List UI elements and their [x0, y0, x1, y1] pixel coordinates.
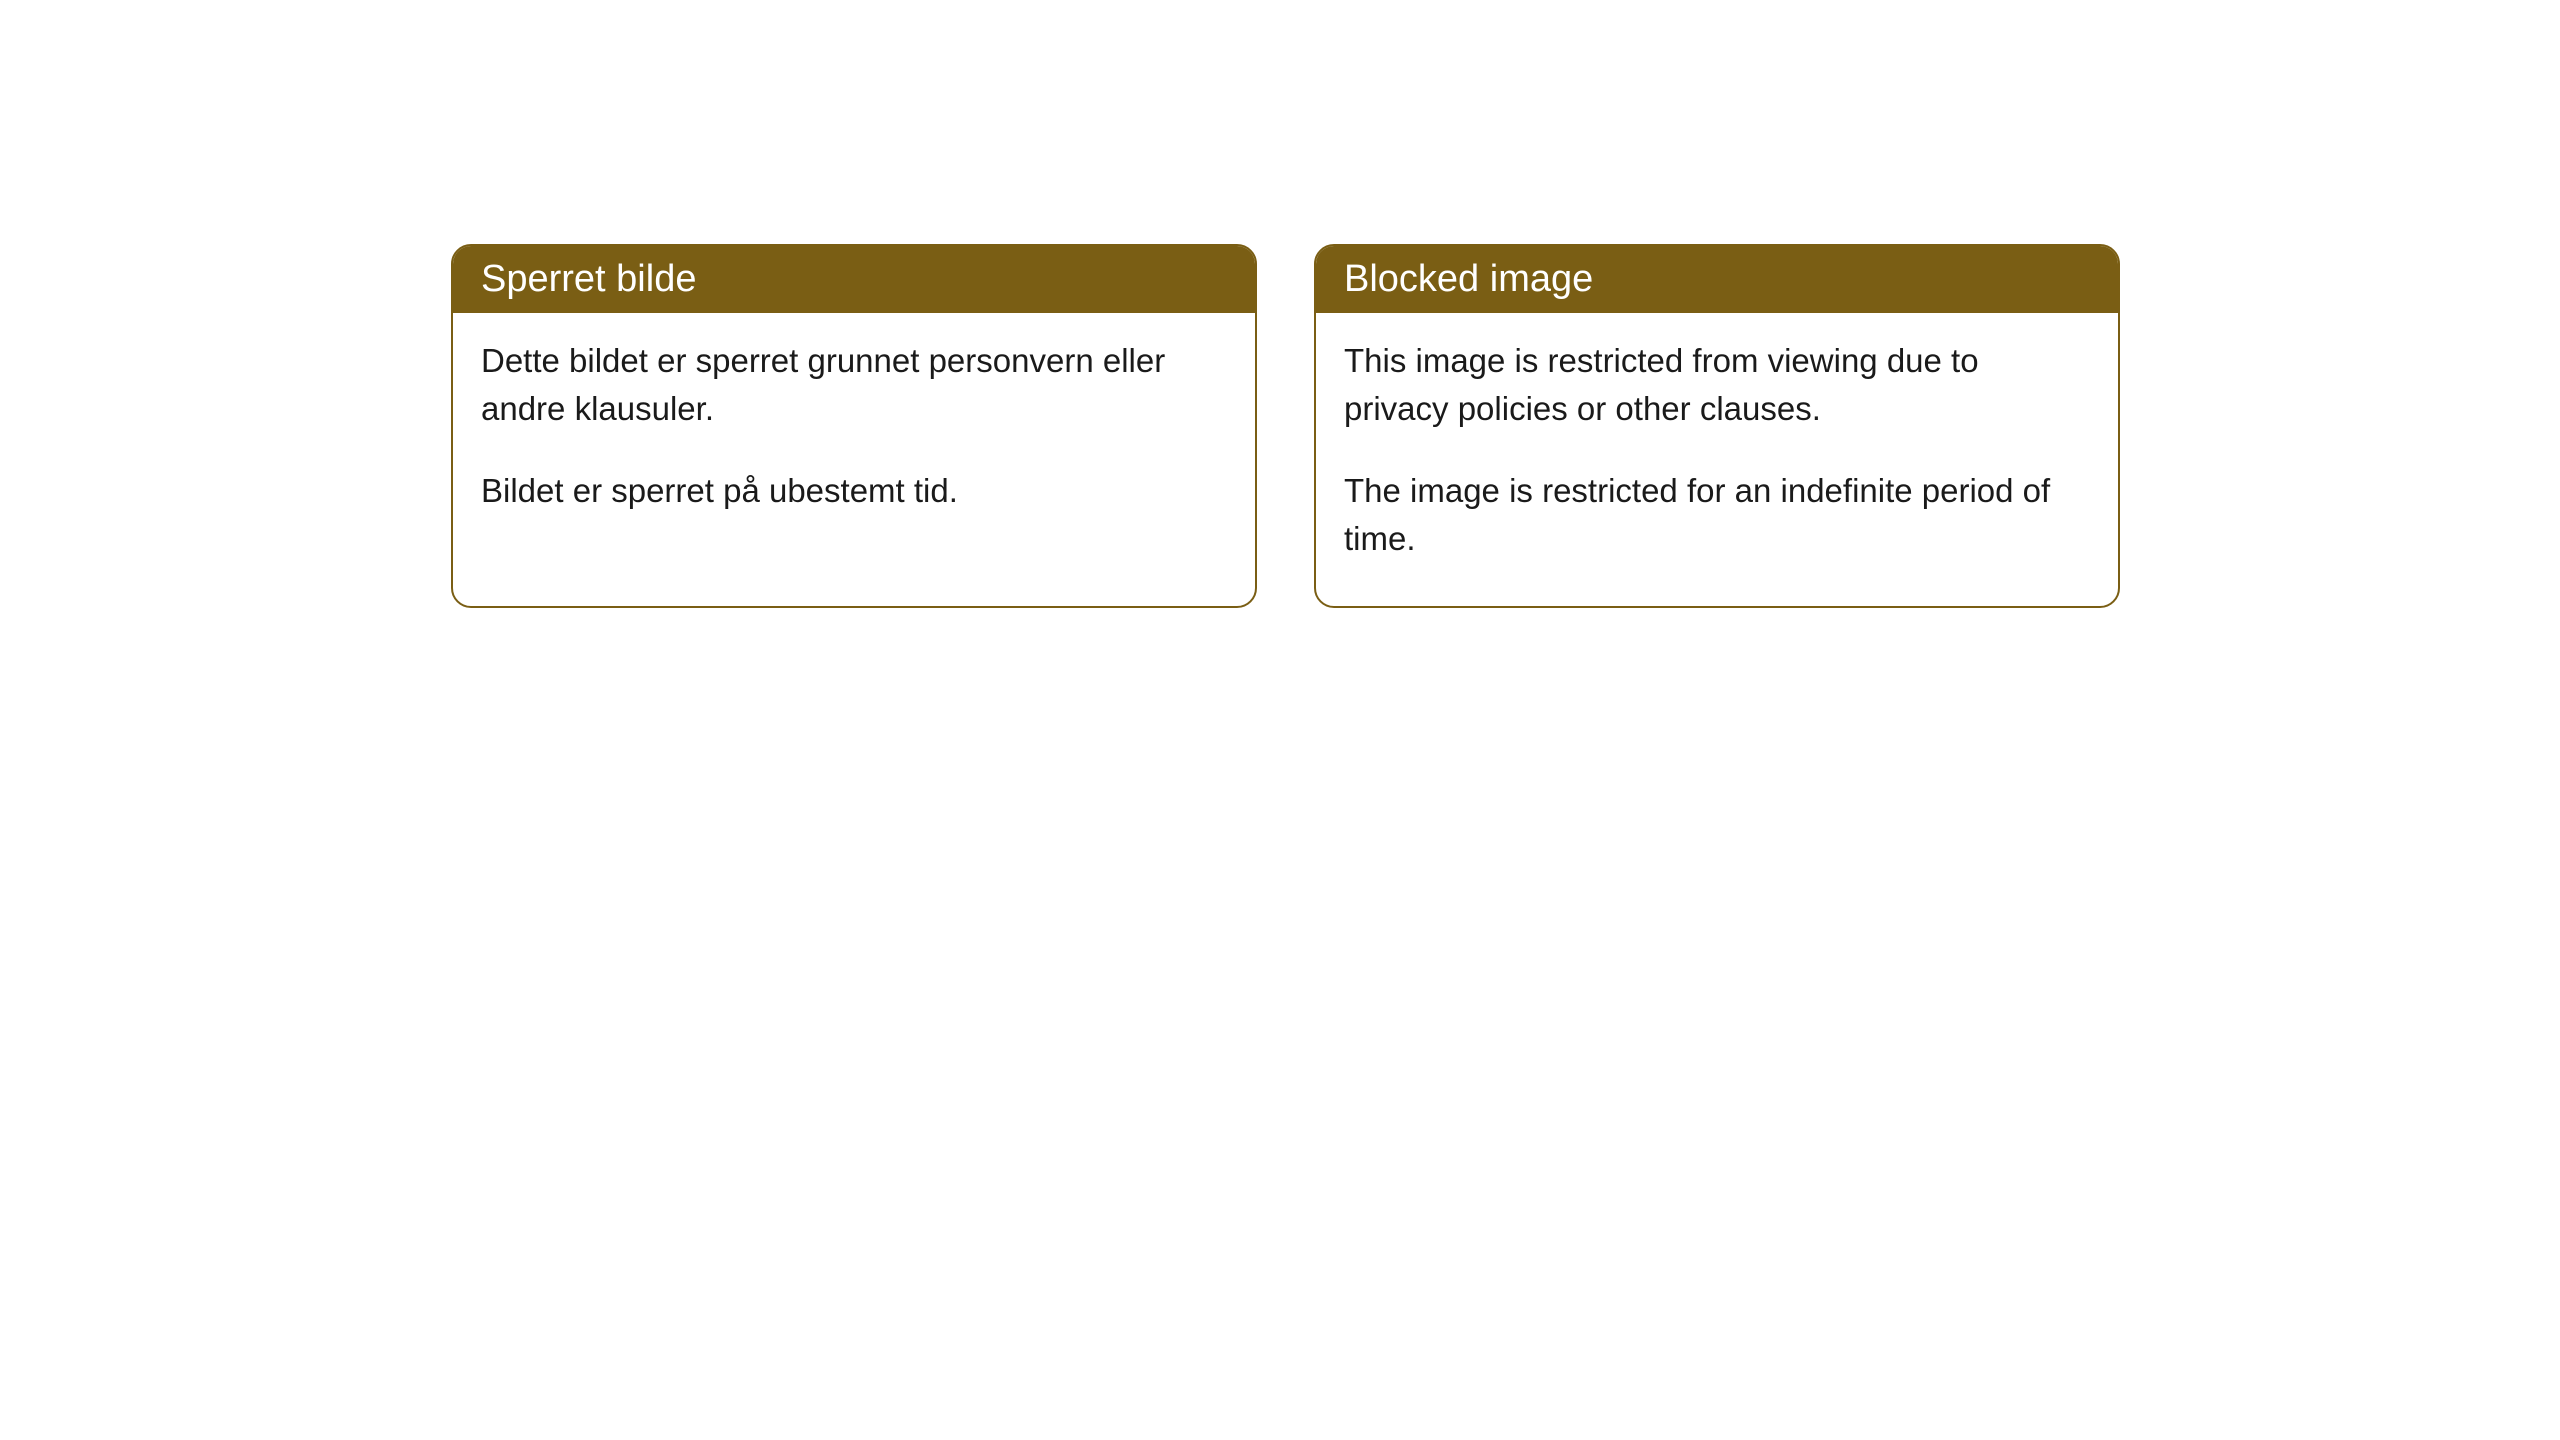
card-body: Dette bildet er sperret grunnet personve… [453, 313, 1255, 559]
notice-card-norwegian: Sperret bilde Dette bildet er sperret gr… [451, 244, 1257, 608]
card-body: This image is restricted from viewing du… [1316, 313, 2118, 606]
card-paragraph: The image is restricted for an indefinit… [1344, 467, 2090, 563]
card-header: Sperret bilde [453, 246, 1255, 313]
notice-card-english: Blocked image This image is restricted f… [1314, 244, 2120, 608]
card-title: Blocked image [1344, 258, 1593, 300]
card-paragraph: Bildet er sperret på ubestemt tid. [481, 467, 1227, 515]
card-header: Blocked image [1316, 246, 2118, 313]
card-title: Sperret bilde [481, 258, 696, 300]
notice-card-container: Sperret bilde Dette bildet er sperret gr… [451, 244, 2120, 608]
card-paragraph: Dette bildet er sperret grunnet personve… [481, 337, 1227, 433]
card-paragraph: This image is restricted from viewing du… [1344, 337, 2090, 433]
